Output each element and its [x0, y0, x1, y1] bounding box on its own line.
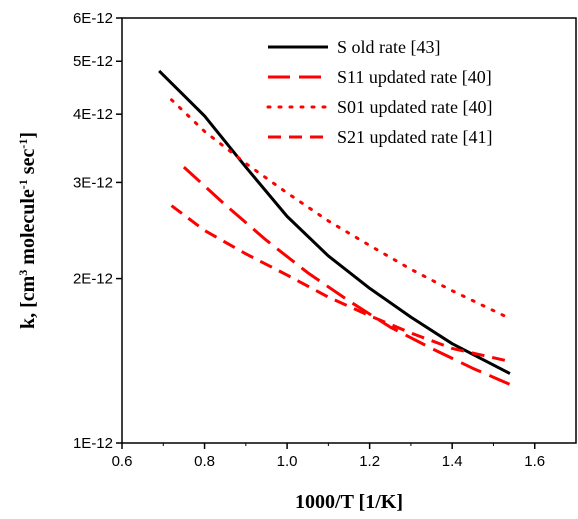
x-tick-label: 1.0: [277, 453, 298, 470]
series-line-3: [170, 98, 512, 321]
y-axis-title-part: sec: [17, 149, 39, 180]
y-tick-label: 3E-12: [73, 174, 113, 191]
y-axis-title-part: ]: [17, 132, 39, 139]
y-tick-label: 2E-12: [73, 271, 113, 288]
x-tick-label: 1.2: [359, 453, 380, 470]
x-tick-label: 0.6: [112, 453, 133, 470]
legend-label-2: S11 updated rate [40]: [337, 67, 492, 87]
y-axis-title-part: molecule: [17, 189, 39, 270]
series-line-1: [158, 69, 511, 375]
x-tick-label: 1.4: [442, 453, 463, 470]
y-tick-label: 4E-12: [73, 106, 113, 123]
series-line-2: [182, 165, 511, 386]
axes-layer: 0.6 0.8 1.0 1.2 1.4 1.6 1E-12 2E-12 3E-12 4E-12 5E…: [73, 10, 545, 470]
plot-frame: [121, 17, 577, 444]
x-tick-label: 0.8: [194, 453, 215, 470]
y-axis-title-superscript: -1: [16, 139, 30, 149]
legend-label-1: S old rate [43]: [337, 37, 440, 57]
legend-label-3: S01 updated rate [40]: [337, 97, 492, 117]
y-axis-title: k, [cm3 molecule-1 sec-1]: [16, 132, 39, 329]
y-tick-label: 5E-12: [73, 53, 113, 70]
series-layer: [158, 69, 512, 386]
x-axis-title: 1000/T [1/K]: [295, 491, 403, 513]
y-axis-title-superscript: 3: [16, 270, 30, 276]
series-line-4: [170, 204, 511, 363]
y-tick-label: 6E-12: [73, 10, 113, 27]
y-axis-title-part: k, [cm: [17, 275, 39, 329]
legend-label-4: S21 updated rate [41]: [337, 127, 492, 147]
y-tick-label: 1E-12: [73, 435, 113, 452]
y-axis-title-superscript: -1: [16, 179, 30, 189]
x-tick-label: 1.6: [524, 453, 545, 470]
legend: S old rate [43] S11 updated rate [40] S01 …: [266, 37, 492, 147]
